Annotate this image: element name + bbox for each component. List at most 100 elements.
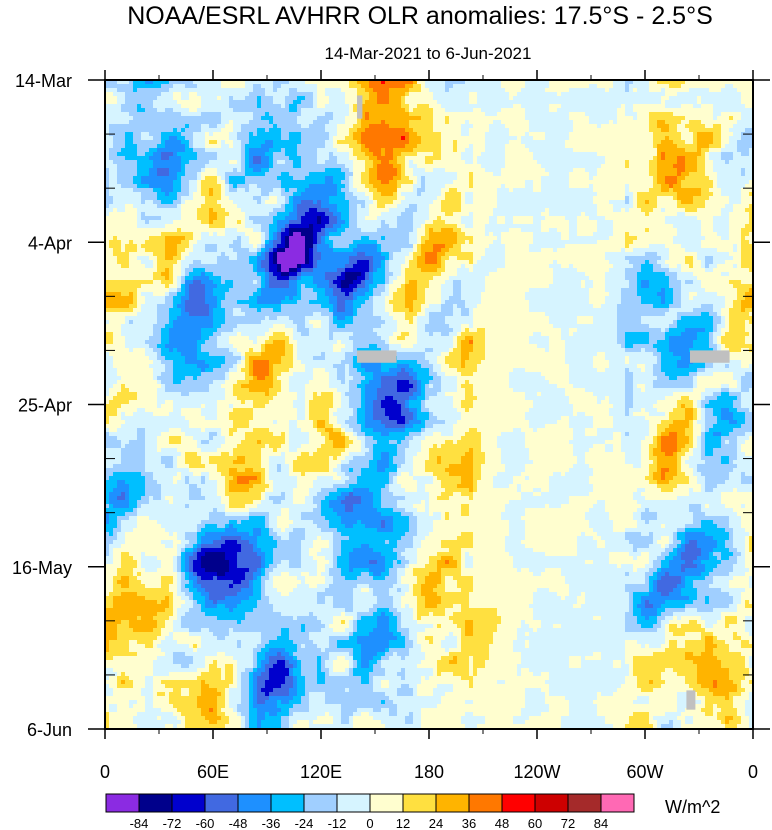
heat-cell bbox=[649, 432, 658, 437]
heat-cell bbox=[317, 264, 346, 269]
heat-cell bbox=[305, 536, 318, 541]
heat-cell bbox=[525, 464, 574, 469]
heat-cell bbox=[121, 440, 130, 445]
heat-cell bbox=[509, 376, 546, 381]
heat-cell bbox=[413, 344, 454, 349]
heat-cell bbox=[681, 292, 690, 297]
heat-cell bbox=[173, 188, 182, 193]
heat-cell bbox=[353, 456, 374, 461]
heat-cell bbox=[333, 152, 350, 157]
heat-cell bbox=[457, 224, 466, 229]
heat-cell bbox=[193, 268, 206, 273]
heat-cell bbox=[373, 328, 398, 333]
heat-cell bbox=[217, 200, 234, 205]
heat-cell bbox=[173, 152, 178, 157]
heat-cell bbox=[409, 444, 422, 449]
heat-cell bbox=[361, 372, 374, 377]
heat-cell bbox=[665, 332, 682, 337]
heat-cell bbox=[245, 176, 278, 181]
heat-cell bbox=[505, 264, 550, 269]
heat-cell bbox=[681, 464, 690, 469]
heat-cell bbox=[245, 96, 258, 101]
heat-cell bbox=[269, 276, 278, 281]
heat-cell bbox=[477, 96, 510, 101]
heat-cell bbox=[413, 184, 422, 189]
heat-cell bbox=[297, 208, 310, 213]
heat-cell bbox=[105, 332, 114, 337]
heat-cell bbox=[453, 288, 462, 293]
heat-cell bbox=[373, 416, 390, 421]
heat-cell bbox=[345, 220, 350, 225]
heat-cell bbox=[605, 288, 622, 293]
heat-cell bbox=[569, 420, 594, 425]
heat-cell bbox=[481, 292, 526, 297]
heat-cell bbox=[749, 232, 753, 237]
heat-cell bbox=[317, 116, 334, 121]
heat-cell bbox=[333, 456, 338, 461]
heat-cell bbox=[349, 468, 354, 473]
heat-cell bbox=[397, 288, 406, 293]
heat-cell bbox=[741, 96, 753, 101]
heat-cell bbox=[453, 424, 530, 429]
heat-cell bbox=[173, 380, 182, 385]
heat-cell bbox=[109, 192, 142, 197]
heat-cell bbox=[265, 476, 270, 481]
heat-cell bbox=[681, 288, 706, 293]
heat-cell bbox=[153, 472, 178, 477]
heat-cell bbox=[305, 80, 350, 85]
heat-cell bbox=[237, 456, 246, 461]
heat-cell bbox=[413, 376, 418, 381]
heat-cell bbox=[277, 264, 282, 269]
heat-cell bbox=[393, 280, 406, 285]
heat-cell bbox=[273, 120, 298, 125]
heat-cell bbox=[137, 108, 146, 113]
heat-cell bbox=[249, 148, 270, 153]
heat-cell bbox=[489, 232, 494, 237]
heat-cell bbox=[389, 336, 398, 341]
heat-cell bbox=[341, 348, 354, 353]
heat-cell bbox=[297, 188, 306, 193]
heat-cell bbox=[241, 332, 266, 337]
heat-cell bbox=[369, 272, 374, 277]
heat-cell bbox=[245, 376, 254, 381]
heat-cell bbox=[433, 332, 442, 337]
heat-cell bbox=[737, 144, 753, 149]
heat-cell bbox=[161, 232, 194, 237]
heat-cell bbox=[185, 124, 190, 129]
heat-cell bbox=[481, 468, 506, 473]
heat-cell bbox=[173, 408, 182, 413]
heat-cell bbox=[413, 460, 426, 465]
heat-cell bbox=[289, 516, 302, 521]
heat-cell bbox=[285, 208, 294, 213]
heat-cell bbox=[525, 508, 590, 513]
heat-cell bbox=[501, 84, 526, 89]
heat-cell bbox=[149, 236, 166, 241]
heat-cell bbox=[677, 496, 722, 501]
heat-cell bbox=[333, 136, 346, 141]
heat-cell bbox=[301, 100, 314, 105]
heat-cell bbox=[697, 168, 706, 173]
heat-cell bbox=[697, 136, 714, 141]
heat-cell bbox=[333, 240, 354, 245]
heat-cell bbox=[349, 284, 358, 289]
heat-cell bbox=[105, 404, 122, 409]
heat-cell bbox=[249, 388, 270, 393]
heat-cell bbox=[261, 344, 266, 349]
heat-cell bbox=[325, 288, 334, 293]
heat-cell bbox=[293, 344, 298, 349]
heat-cell bbox=[137, 432, 146, 437]
heat-cell bbox=[245, 156, 250, 161]
heat-cell bbox=[233, 328, 270, 333]
heat-cell bbox=[693, 140, 698, 145]
heat-cell bbox=[189, 144, 194, 149]
heat-cell bbox=[197, 180, 202, 185]
heat-cell bbox=[681, 136, 694, 141]
heat-cell bbox=[325, 356, 346, 361]
heat-cell bbox=[673, 420, 690, 425]
heat-cell bbox=[169, 292, 178, 297]
heat-cell bbox=[317, 84, 350, 89]
heat-cell bbox=[153, 104, 182, 109]
heat-cell bbox=[153, 264, 158, 269]
heat-cell bbox=[225, 208, 242, 213]
heat-cell bbox=[105, 340, 114, 345]
